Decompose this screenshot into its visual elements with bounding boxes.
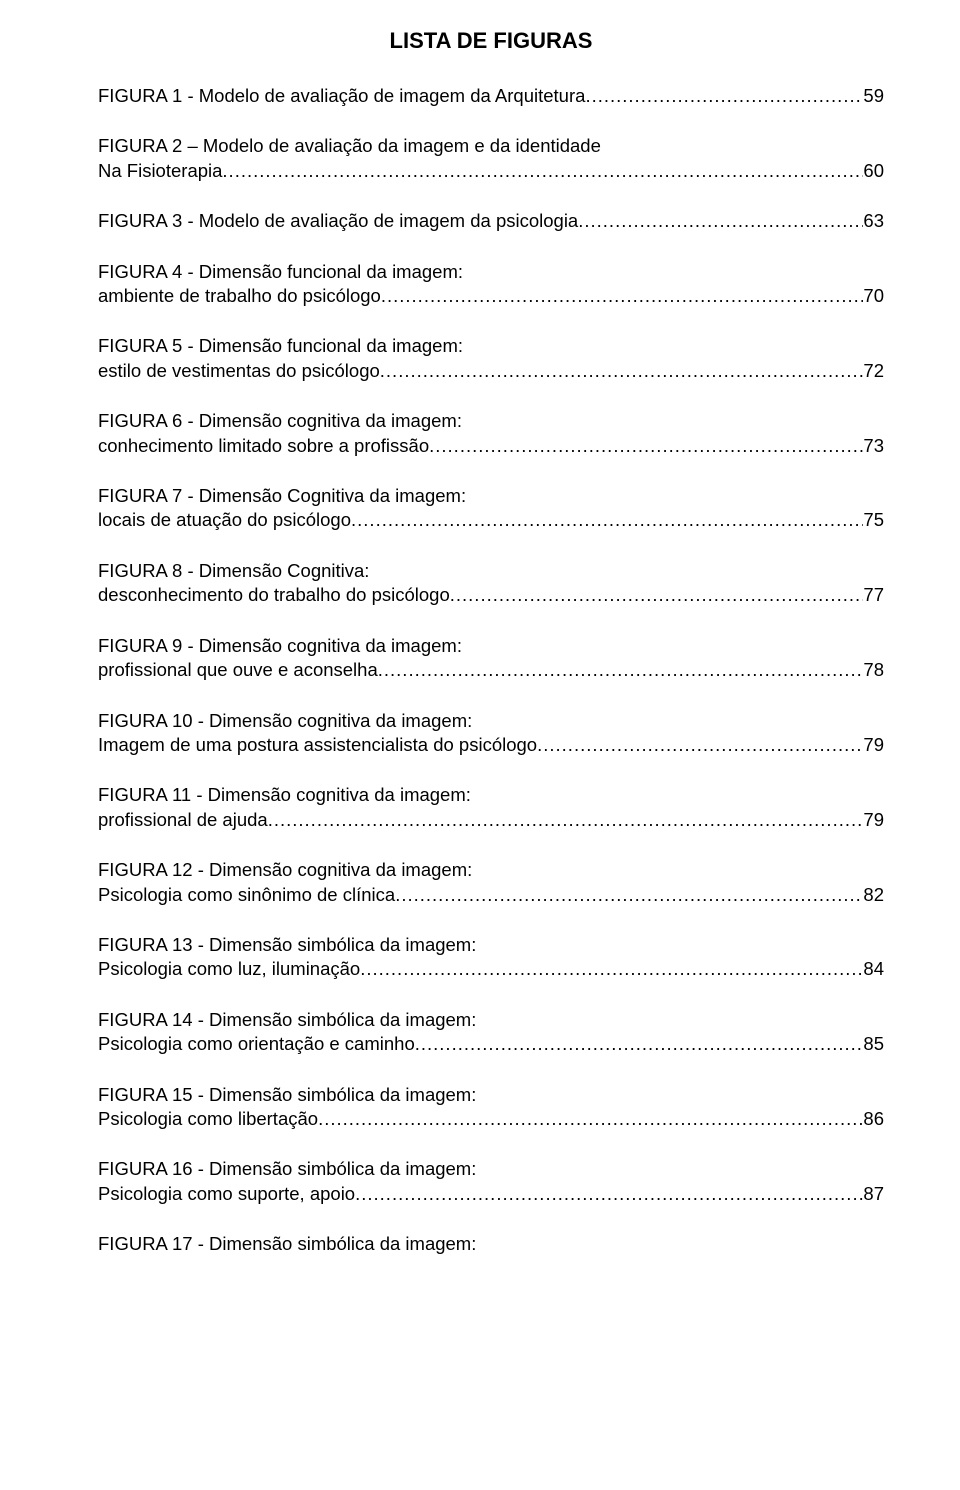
figure-page-number: 85 — [863, 1032, 884, 1056]
figure-entry-line1: FIGURA 2 – Modelo de avaliação da imagem… — [98, 134, 884, 158]
figure-entry-label: Psicologia como luz, iluminação — [98, 957, 360, 981]
figure-entry-dotline: Na Fisioterapia.........................… — [98, 159, 884, 183]
figure-page-number: 63 — [863, 209, 884, 233]
figure-page-number: 82 — [863, 883, 884, 907]
figure-page-number: 75 — [863, 508, 884, 532]
figure-entry-dotline: locais de atuação do psicólogo..........… — [98, 508, 884, 532]
figure-entry-line1: FIGURA 13 - Dimensão simbólica da imagem… — [98, 933, 884, 957]
figure-page-number: 59 — [863, 84, 884, 108]
figure-page-number: 84 — [863, 957, 884, 981]
figure-entry-label: Psicologia como suporte, apoio — [98, 1182, 355, 1206]
leader-dots: ........................................… — [351, 508, 863, 532]
figure-entry-line1: FIGURA 5 - Dimensão funcional da imagem: — [98, 334, 884, 358]
figure-entry-line1: FIGURA 11 - Dimensão cognitiva da imagem… — [98, 783, 884, 807]
figure-entry-dotline: FIGURA 3 - Modelo de avaliação de imagem… — [98, 209, 884, 233]
figure-page-number: 78 — [863, 658, 884, 682]
figure-entry: FIGURA 17 - Dimensão simbólica da imagem… — [98, 1232, 884, 1256]
leader-dots: ........................................… — [450, 583, 864, 607]
figure-entry-dotline: ambiente de trabalho do psicólogo.......… — [98, 284, 884, 308]
figure-entry-label: profissional de ajuda — [98, 808, 268, 832]
figure-entry-line1: FIGURA 16 - Dimensão simbólica da imagem… — [98, 1157, 884, 1181]
leader-dots: ........................................… — [318, 1107, 863, 1131]
figure-entry: FIGURA 2 – Modelo de avaliação da imagem… — [98, 134, 884, 183]
figure-entry-dotline: FIGURA 1 - Modelo de avaliação de imagem… — [98, 84, 884, 108]
figure-entry-dotline: Psicologia como sinônimo de clínica.....… — [98, 883, 884, 907]
figure-page-number: 70 — [863, 284, 884, 308]
figure-page-number: 86 — [863, 1107, 884, 1131]
figure-entry-line1: FIGURA 6 - Dimensão cognitiva da imagem: — [98, 409, 884, 433]
figure-entry-dotline: Psicologia como orientação e caminho....… — [98, 1032, 884, 1056]
leader-dots: ........................................… — [429, 434, 863, 458]
figure-entry-dotline: profissional que ouve e aconselha.......… — [98, 658, 884, 682]
leader-dots: ........................................… — [378, 658, 864, 682]
figure-entry-line1: FIGURA 9 - Dimensão cognitiva da imagem: — [98, 634, 884, 658]
figure-entry-line1: FIGURA 8 - Dimensão Cognitiva: — [98, 559, 884, 583]
figure-entry: FIGURA 7 - Dimensão Cognitiva da imagem:… — [98, 484, 884, 533]
figure-entry-line1: FIGURA 1 - Modelo de avaliação de imagem… — [98, 84, 585, 108]
figure-entry-dotline: Psicologia como libertação..............… — [98, 1107, 884, 1131]
leader-dots: ........................................… — [395, 883, 863, 907]
figure-entry: FIGURA 6 - Dimensão cognitiva da imagem:… — [98, 409, 884, 458]
figure-entry-label: Na Fisioterapia — [98, 159, 222, 183]
figure-page-number: 77 — [863, 583, 884, 607]
figure-entry-line1: FIGURA 14 - Dimensão simbólica da imagem… — [98, 1008, 884, 1032]
figure-entry-dotline: desconhecimento do trabalho do psicólogo… — [98, 583, 884, 607]
figure-entry: FIGURA 16 - Dimensão simbólica da imagem… — [98, 1157, 884, 1206]
figure-entry-label: estilo de vestimentas do psicólogo — [98, 359, 380, 383]
figure-entry-line1: FIGURA 3 - Modelo de avaliação de imagem… — [98, 209, 578, 233]
leader-dots: ........................................… — [415, 1032, 864, 1056]
leader-dots: ........................................… — [381, 284, 864, 308]
figure-entry: FIGURA 14 - Dimensão simbólica da imagem… — [98, 1008, 884, 1057]
figure-page-number: 72 — [863, 359, 884, 383]
leader-dots: ........................................… — [222, 159, 863, 183]
figure-entry: FIGURA 11 - Dimensão cognitiva da imagem… — [98, 783, 884, 832]
figures-list: FIGURA 1 - Modelo de avaliação de imagem… — [98, 84, 884, 1257]
figure-entry: FIGURA 1 - Modelo de avaliação de imagem… — [98, 84, 884, 108]
leader-dots: ........................................… — [360, 957, 863, 981]
figure-entry-label: Imagem de uma postura assistencialista d… — [98, 733, 537, 757]
figure-entry: FIGURA 15 - Dimensão simbólica da imagem… — [98, 1083, 884, 1132]
figure-entry-line1: FIGURA 4 - Dimensão funcional da imagem: — [98, 260, 884, 284]
figure-entry-line1: FIGURA 7 - Dimensão Cognitiva da imagem: — [98, 484, 884, 508]
figure-entry-dotline: Imagem de uma postura assistencialista d… — [98, 733, 884, 757]
figure-page-number: 87 — [863, 1182, 884, 1206]
page-title: LISTA DE FIGURAS — [98, 28, 884, 54]
figure-entry-label: Psicologia como libertação — [98, 1107, 318, 1131]
figure-page-number: 60 — [863, 159, 884, 183]
figure-entry-dotline: profissional de ajuda...................… — [98, 808, 884, 832]
figure-entry: FIGURA 5 - Dimensão funcional da imagem:… — [98, 334, 884, 383]
figure-entry-label: Psicologia como orientação e caminho — [98, 1032, 415, 1056]
figure-page-number: 79 — [863, 733, 884, 757]
leader-dots: ........................................… — [355, 1182, 863, 1206]
figure-entry-line1: FIGURA 17 - Dimensão simbólica da imagem… — [98, 1232, 884, 1256]
figure-entry: FIGURA 13 - Dimensão simbólica da imagem… — [98, 933, 884, 982]
leader-dots: ........................................… — [537, 733, 863, 757]
figure-entry-label: ambiente de trabalho do psicólogo — [98, 284, 381, 308]
figure-entry-dotline: Psicologia como luz, iluminação.........… — [98, 957, 884, 981]
figure-entry-label: locais de atuação do psicólogo — [98, 508, 351, 532]
figure-entry-dotline: estilo de vestimentas do psicólogo......… — [98, 359, 884, 383]
figure-page-number: 73 — [863, 434, 884, 458]
figure-entry-line1: FIGURA 15 - Dimensão simbólica da imagem… — [98, 1083, 884, 1107]
figure-entry-label: desconhecimento do trabalho do psicólogo — [98, 583, 450, 607]
figure-entry-label: conhecimento limitado sobre a profissão — [98, 434, 429, 458]
leader-dots: ........................................… — [585, 84, 863, 108]
leader-dots: ........................................… — [578, 209, 863, 233]
figure-entry: FIGURA 9 - Dimensão cognitiva da imagem:… — [98, 634, 884, 683]
figure-entry-dotline: conhecimento limitado sobre a profissão.… — [98, 434, 884, 458]
figure-entry-label: Psicologia como sinônimo de clínica — [98, 883, 395, 907]
figure-entry-dotline: Psicologia como suporte, apoio..........… — [98, 1182, 884, 1206]
figure-entry: FIGURA 3 - Modelo de avaliação de imagem… — [98, 209, 884, 233]
figure-entry: FIGURA 10 - Dimensão cognitiva da imagem… — [98, 709, 884, 758]
leader-dots: ........................................… — [380, 359, 864, 383]
figure-entry: FIGURA 8 - Dimensão Cognitiva:desconheci… — [98, 559, 884, 608]
figure-entry-line1: FIGURA 10 - Dimensão cognitiva da imagem… — [98, 709, 884, 733]
figure-entry-label: profissional que ouve e aconselha — [98, 658, 378, 682]
figure-entry-line1: FIGURA 12 - Dimensão cognitiva da imagem… — [98, 858, 884, 882]
figure-page-number: 79 — [863, 808, 884, 832]
figure-entry: FIGURA 12 - Dimensão cognitiva da imagem… — [98, 858, 884, 907]
leader-dots: ........................................… — [268, 808, 864, 832]
figure-entry: FIGURA 4 - Dimensão funcional da imagem:… — [98, 260, 884, 309]
